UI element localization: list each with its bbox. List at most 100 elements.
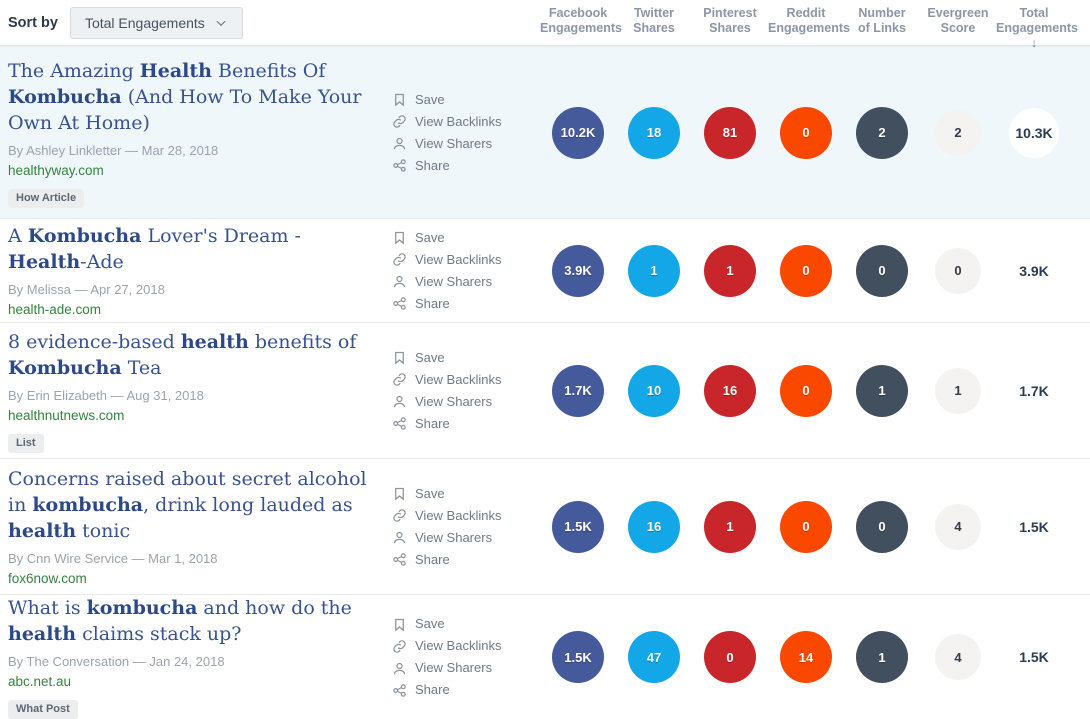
sort-by-area: Sort by Total Engagements	[0, 0, 540, 45]
reddit-engagements-value: 0	[780, 500, 832, 553]
link-icon	[392, 372, 407, 387]
person-icon	[392, 530, 407, 545]
article-domain-link[interactable]: health-ade.com	[8, 301, 102, 317]
view-backlinks-action[interactable]: View Backlinks	[392, 508, 540, 523]
article-byline: By Cnn Wire Service — Mar 1, 2018	[8, 550, 218, 566]
facebook-engagements-value: 1.7K	[552, 364, 604, 417]
pinterest-shares-value: 1	[704, 244, 756, 297]
facebook-engagements-value: 3.9K	[552, 244, 604, 297]
article-domain-link[interactable]: abc.net.au	[8, 674, 72, 689]
share-action[interactable]: Share	[392, 296, 540, 311]
article-domain-link[interactable]: healthnutnews.com	[8, 407, 125, 423]
total-engagements-value: 3.9K	[1009, 245, 1059, 296]
total-engagements-value: 10.3K	[1009, 107, 1059, 158]
article-row: A Kombucha Lover's Dream - Health-Ade By…	[0, 218, 1090, 322]
save-action[interactable]: Save	[392, 92, 540, 107]
metrics: 1.7K 10 16 0 1 1 1.7K	[540, 364, 1072, 417]
article-info: What is kombucha and how do the health c…	[0, 595, 392, 719]
link-icon	[392, 639, 407, 654]
share-action[interactable]: Share	[392, 416, 540, 431]
reddit-engagements-value: 14	[780, 631, 832, 683]
reddit-engagements-value: 0	[780, 244, 832, 297]
column-header-number-of-links[interactable]: Number of Links	[858, 6, 906, 35]
bookmark-icon	[392, 350, 407, 365]
pinterest-shares-value: 81	[704, 106, 756, 159]
article-type-badge: What Post	[8, 700, 78, 719]
column-header-twitter-shares[interactable]: Twitter Shares	[633, 6, 675, 35]
article-actions: Save View Backlinks View Sharers Share	[392, 486, 540, 567]
article-domain-link[interactable]: healthyway.com	[8, 162, 104, 178]
sort-dropdown[interactable]: Total Engagements	[69, 7, 243, 39]
link-icon	[392, 114, 407, 129]
evergreen-score-value: 2	[935, 109, 981, 156]
article-info: A Kombucha Lover's Dream - Health-Ade By…	[0, 223, 392, 319]
article-title-link[interactable]: A Kombucha Lover's Dream - Health-Ade	[8, 224, 301, 273]
share-nodes-icon	[392, 683, 407, 698]
pinterest-shares-value: 0	[704, 631, 756, 683]
number-of-links-value: 1	[856, 364, 908, 417]
pinterest-shares-value: 1	[704, 500, 756, 553]
column-header-pinterest-shares[interactable]: Pinterest Shares	[703, 6, 757, 35]
column-header-total-engagements[interactable]: Total Engagements ↓	[996, 6, 1078, 50]
reddit-engagements-value: 0	[780, 106, 832, 159]
number-of-links-value: 0	[856, 500, 908, 553]
share-action[interactable]: Share	[392, 552, 540, 567]
share-action[interactable]: Share	[392, 158, 540, 173]
article-title-link[interactable]: Concerns raised about secret alcohol in …	[8, 467, 367, 542]
article-byline: By Erin Elizabeth — Aug 31, 2018	[8, 387, 204, 403]
article-row: Concerns raised about secret alcohol in …	[0, 458, 1090, 594]
person-icon	[392, 394, 407, 409]
article-actions: Save View Backlinks View Sharers Share	[392, 350, 540, 431]
view-sharers-action[interactable]: View Sharers	[392, 530, 540, 545]
metrics: 3.9K 1 1 0 0 0 3.9K	[540, 244, 1072, 297]
facebook-engagements-value: 10.2K	[552, 106, 604, 159]
facebook-engagements-value: 1.5K	[552, 631, 604, 683]
column-header-evergreen-score[interactable]: Evergreen Score	[927, 6, 989, 35]
twitter-shares-value: 1	[628, 244, 680, 297]
number-of-links-value: 0	[856, 244, 908, 297]
article-title-link[interactable]: 8 evidence-based health benefits of Komb…	[8, 330, 357, 379]
sort-by-label: Sort by	[8, 15, 58, 31]
bookmark-icon	[392, 230, 407, 245]
view-sharers-action[interactable]: View Sharers	[392, 274, 540, 289]
evergreen-score-value: 1	[935, 367, 981, 414]
total-engagements-value: 1.5K	[1009, 632, 1059, 682]
article-title-link[interactable]: What is kombucha and how do the health c…	[8, 597, 352, 645]
save-action[interactable]: Save	[392, 230, 540, 245]
metrics: 10.2K 18 81 0 2 2 10.3K	[540, 106, 1072, 159]
sort-dropdown-value: Total Engagements	[84, 15, 205, 31]
column-header-reddit-engagements[interactable]: Reddit Engagements	[768, 6, 850, 35]
article-title-link[interactable]: The Amazing Health Benefits Of Kombucha …	[8, 59, 362, 134]
total-engagements-value: 1.5K	[1009, 501, 1059, 552]
view-sharers-action[interactable]: View Sharers	[392, 394, 540, 409]
article-actions: Save View Backlinks View Sharers Share	[392, 230, 540, 311]
bookmark-icon	[392, 92, 407, 107]
total-engagements-value: 1.7K	[1009, 365, 1059, 416]
save-action[interactable]: Save	[392, 486, 540, 501]
link-icon	[392, 508, 407, 523]
view-backlinks-action[interactable]: View Backlinks	[392, 639, 540, 654]
save-action[interactable]: Save	[392, 617, 540, 632]
sort-direction-arrow: ↓	[1030, 36, 1038, 50]
article-info: The Amazing Health Benefits Of Kombucha …	[0, 58, 392, 208]
view-sharers-action[interactable]: View Sharers	[392, 661, 540, 676]
article-type-badge: List	[8, 433, 44, 453]
share-action[interactable]: Share	[392, 683, 540, 698]
column-header-facebook-engagements[interactable]: Facebook Engagements	[540, 6, 622, 35]
article-info: 8 evidence-based health benefits of Komb…	[0, 329, 392, 453]
twitter-shares-value: 47	[628, 631, 680, 683]
bookmark-icon	[392, 617, 407, 632]
number-of-links-value: 1	[856, 631, 908, 683]
evergreen-score-value: 0	[935, 247, 981, 294]
share-nodes-icon	[392, 416, 407, 431]
metrics: 1.5K 16 1 0 0 4 1.5K	[540, 500, 1072, 553]
view-backlinks-action[interactable]: View Backlinks	[392, 252, 540, 267]
share-nodes-icon	[392, 158, 407, 173]
article-domain-link[interactable]: fox6now.com	[8, 570, 87, 586]
view-backlinks-action[interactable]: View Backlinks	[392, 114, 540, 129]
view-sharers-action[interactable]: View Sharers	[392, 136, 540, 151]
bookmark-icon	[392, 486, 407, 501]
article-actions: Save View Backlinks View Sharers Share	[392, 92, 540, 173]
view-backlinks-action[interactable]: View Backlinks	[392, 372, 540, 387]
save-action[interactable]: Save	[392, 350, 540, 365]
